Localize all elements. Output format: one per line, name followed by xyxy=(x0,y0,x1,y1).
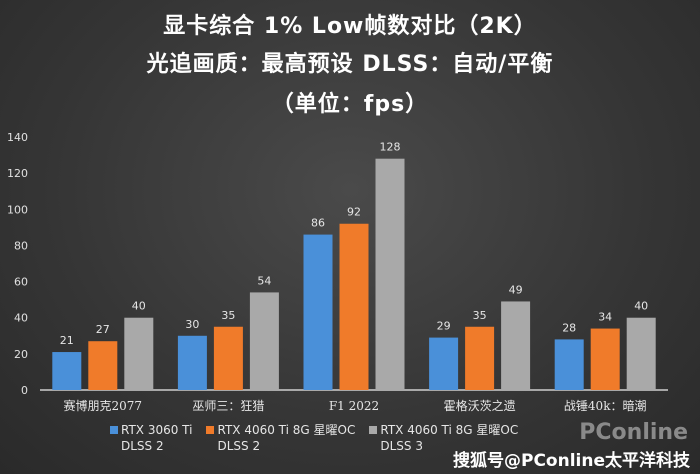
watermark-logo: PConline xyxy=(579,420,688,445)
data-label: 27 xyxy=(96,323,110,336)
data-label: 29 xyxy=(437,320,451,333)
data-label: 35 xyxy=(221,309,235,322)
legend-swatch xyxy=(206,426,215,434)
y-tick-label: 100 xyxy=(7,203,28,216)
data-label: 128 xyxy=(380,141,401,154)
x-tick-label: 巫师三：狂猎 xyxy=(192,399,264,413)
y-tick-label: 40 xyxy=(14,312,28,325)
data-label: 34 xyxy=(598,311,612,324)
bar xyxy=(554,339,584,390)
bar xyxy=(339,223,369,390)
bar xyxy=(249,292,279,390)
data-label: 54 xyxy=(257,274,271,287)
legend-label: RTX 4060 Ti 8G 星曜OC xyxy=(217,423,356,437)
watermark: 搜狐号@PConline太平洋科技 xyxy=(452,451,690,471)
legend-label: DLSS 2 xyxy=(217,439,261,453)
legend-label: DLSS 3 xyxy=(380,439,423,453)
legend-item: RTX 4060 Ti 8G 星曜OC DLSS 3 xyxy=(369,422,518,454)
data-label: 86 xyxy=(311,217,325,230)
bar xyxy=(501,301,531,390)
bar xyxy=(626,317,656,390)
data-label: 21 xyxy=(60,334,74,347)
bar xyxy=(429,337,459,390)
y-tick-label: 140 xyxy=(7,131,28,144)
data-label: 92 xyxy=(347,206,361,219)
x-tick-label: F1 2022 xyxy=(329,399,379,413)
data-label: 30 xyxy=(185,318,199,331)
bar xyxy=(213,326,243,390)
y-tick-label: 60 xyxy=(14,276,28,289)
x-tick-label: 赛博朋克2077 xyxy=(64,398,143,413)
bar xyxy=(88,341,118,390)
y-tick-label: 0 xyxy=(21,384,28,397)
y-tick-label: 20 xyxy=(14,348,28,361)
legend-label: DLSS 2 xyxy=(121,439,164,453)
data-label: 40 xyxy=(634,300,648,313)
legend-item: RTX 4060 Ti 8G 星曜OC DLSS 2 xyxy=(206,422,355,454)
legend-label: RTX 3060 Ti xyxy=(121,423,193,437)
chart-title-line2: 光追画质：最高预设 DLSS：自动/平衡 xyxy=(146,52,554,77)
bar xyxy=(124,317,154,390)
x-tick-label: 霍格沃茨之遗 xyxy=(444,398,516,413)
x-tick-label: 战锤40k：暗潮 xyxy=(564,398,647,413)
chart-title-line1: 显卡综合 1% Low帧数对比（2K） xyxy=(163,14,537,39)
bar xyxy=(375,158,405,390)
chart-title-line3: （单位：fps） xyxy=(271,92,429,117)
data-label: 49 xyxy=(509,283,523,296)
data-label: 28 xyxy=(562,321,576,334)
bar xyxy=(465,326,495,390)
y-tick-label: 120 xyxy=(7,167,28,180)
y-tick-label: 80 xyxy=(14,239,28,252)
bar xyxy=(177,335,207,390)
bar xyxy=(303,234,333,390)
data-label: 35 xyxy=(473,309,487,322)
bar xyxy=(590,328,620,390)
data-label: 40 xyxy=(132,300,146,313)
legend-item: RTX 3060 Ti DLSS 2 xyxy=(110,422,192,454)
legend-swatch xyxy=(110,426,118,434)
bar xyxy=(52,352,82,390)
legend-swatch xyxy=(369,426,378,434)
legend: RTX 3060 Ti DLSS 2 RTX 4060 Ti 8G 星曜OC DLS… xyxy=(110,422,518,454)
legend-label: RTX 4060 Ti 8G 星曜OC xyxy=(380,423,519,437)
